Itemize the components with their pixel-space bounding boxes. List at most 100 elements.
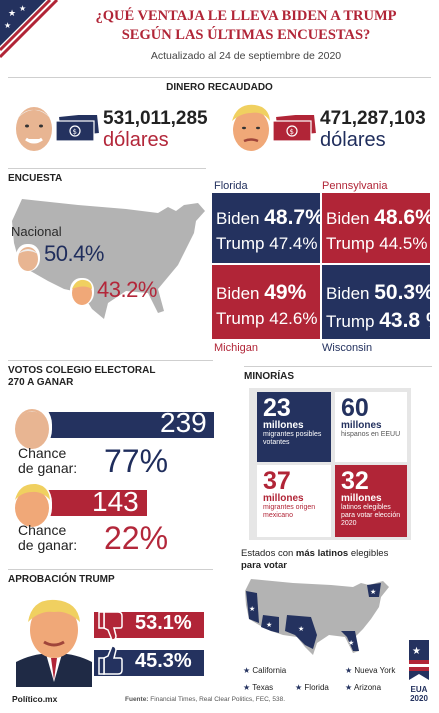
michigan-trump-pct: 42.6% <box>269 309 318 328</box>
trump-face-electoral <box>12 481 52 529</box>
money-bills-icon-red: $ <box>271 113 316 143</box>
legend-label: Arizona <box>353 683 382 692</box>
legend-label: Texas <box>252 683 274 692</box>
legend-item-nueva-york: ★ Nueva York <box>345 662 395 679</box>
biden-chance-label: Chance de ganar: <box>18 446 77 476</box>
section-money-label: DINERO RECAUDADO <box>166 82 273 93</box>
latinos-title-bold: más latinos <box>295 548 349 559</box>
minority-3-num: 37 <box>263 467 291 495</box>
section-poll: ENCUESTA <box>8 168 206 186</box>
trump-label: Trump <box>216 309 265 328</box>
minority-3-unit: millones <box>263 493 304 504</box>
section-electoral-line-2: 270 A GANAR <box>8 377 74 388</box>
svg-text:$: $ <box>290 128 294 136</box>
approve-pct: 45.3% <box>135 650 192 672</box>
minority-1-unit: millones <box>263 420 304 431</box>
pennsylvania-trump-pct: 44.5% <box>379 234 428 253</box>
minority-4-num: 32 <box>341 467 369 495</box>
biden-face-electoral <box>12 403 52 451</box>
minority-1-desc: migrantes posibles votantes <box>263 431 322 446</box>
star-icon: ★ <box>345 666 353 675</box>
section-minorities: MINORÍAS <box>244 366 432 384</box>
trump-money-currency: dólares <box>320 129 386 151</box>
footer-brand: Político.mx <box>12 694 57 704</box>
page-title: ¿QUÉ VENTAJA LE LLEVA BIDEN A TRUMP SEGÚ… <box>56 7 436 45</box>
chance-label-line-2: de ganar: <box>18 537 78 553</box>
trump-votes: 143 <box>92 486 139 517</box>
biden-face-small <box>16 244 40 271</box>
latinos-title-part-2: elegibles <box>348 548 389 559</box>
star-icon: ★ <box>243 683 251 692</box>
section-electoral: VOTOS COLEGIO ELECTORAL 270 A GANAR <box>8 360 213 388</box>
latinos-us-map: ★ ★ ★ ★ ★ <box>243 575 391 657</box>
legend-label: California <box>252 666 287 675</box>
legend-item-texas: ★ Texas <box>243 679 273 696</box>
section-approval: APROBACIÓN TRUMP <box>8 569 213 587</box>
state-label-michigan: Michigan <box>214 342 259 354</box>
star-icon: ★ <box>295 683 303 692</box>
page-subtitle: Actualizado al 24 de septiembre de 2020 <box>150 50 342 62</box>
us-map <box>8 193 213 323</box>
minority-2-unit: millones <box>341 420 382 431</box>
legend-item-arizona: ★ Arizona <box>345 679 381 696</box>
national-trump-pct: 43.2% <box>97 277 157 302</box>
national-label: Nacional <box>11 224 62 239</box>
biden-chance: 77% <box>104 443 169 479</box>
state-box-florida: Biden 48.7% Trump 47.4% <box>211 192 324 264</box>
section-minorities-label: MINORÍAS <box>244 371 294 382</box>
biden-label: Biden <box>216 209 260 228</box>
minority-box-2: 60 millones hispanos en EEUU <box>335 392 407 462</box>
minority-box-3: 37 millones migrantes origen mexicano <box>257 465 331 537</box>
disapprove-pct: 53.1% <box>135 612 192 634</box>
biden-label: Biden <box>326 209 370 228</box>
trump-money-amount: 471,287,103 <box>320 108 426 129</box>
flag-corner: ★ ★ ★ <box>0 0 60 60</box>
svg-text:★: ★ <box>249 605 255 613</box>
trump-chance: 22% <box>104 520 169 556</box>
section-approval-label: APROBACIÓN TRUMP <box>8 574 115 585</box>
svg-text:★: ★ <box>298 625 304 633</box>
minority-3-desc: migrantes origen mexicano <box>263 504 316 519</box>
footer-source: Fuente: Financial Times, Real Clear Poli… <box>125 696 285 703</box>
svg-text:★: ★ <box>19 4 26 13</box>
biden-label: Biden <box>326 284 370 303</box>
legend-item-florida: ★ Florida <box>295 679 329 696</box>
legend-item-california: ★ California <box>243 662 286 679</box>
svg-text:★: ★ <box>412 646 421 657</box>
trump-label: Trump <box>326 234 375 253</box>
svg-text:★: ★ <box>348 639 354 647</box>
brand-logo-text: Político.mx <box>12 694 58 704</box>
trump-votes-bar <box>42 490 147 516</box>
minority-box-1: 23 millones migrantes posibles votantes <box>257 392 331 462</box>
minority-1-num: 23 <box>263 394 291 422</box>
florida-biden-pct: 48.7% <box>264 206 324 229</box>
wisconsin-trump-pct: 43.8 % <box>379 309 439 332</box>
state-label-wisconsin: Wisconsin <box>322 342 373 354</box>
svg-text:★: ★ <box>4 21 11 30</box>
minority-4-unit: millones <box>341 493 382 504</box>
money-bills-icon: $ <box>54 113 99 143</box>
latinos-title-part-1: Estados con <box>241 548 296 559</box>
pennsylvania-biden-pct: 48.6% <box>374 206 434 229</box>
star-icon: ★ <box>345 683 353 692</box>
florida-trump-pct: 47.4% <box>269 234 318 253</box>
minority-4-desc: latinos elegibles para votar elección 20… <box>341 504 401 527</box>
svg-text:★: ★ <box>266 621 272 629</box>
trump-label: Trump <box>216 234 265 253</box>
trump-approval-photo <box>16 592 92 687</box>
title-line-1: ¿QUÉ VENTAJA LE LLEVA BIDEN A TRUMP <box>95 8 397 24</box>
biden-money-currency: dólares <box>103 129 169 151</box>
thumbs-down-icon <box>98 608 126 642</box>
michigan-biden-pct: 49% <box>264 281 307 304</box>
section-poll-label: ENCUESTA <box>8 173 63 184</box>
section-money: DINERO RECAUDADO <box>8 77 431 95</box>
trump-face-small <box>70 278 94 305</box>
chance-label-line-1: Chance <box>18 522 67 538</box>
trump-chance-label: Chance de ganar: <box>18 523 77 553</box>
national-biden-pct: 50.4% <box>44 241 104 266</box>
svg-text:★: ★ <box>8 9 16 19</box>
chance-label-line-2: de ganar: <box>18 460 78 476</box>
biden-money-amount: 531,011,285 <box>103 108 208 129</box>
biden-votes: 239 <box>160 407 207 438</box>
